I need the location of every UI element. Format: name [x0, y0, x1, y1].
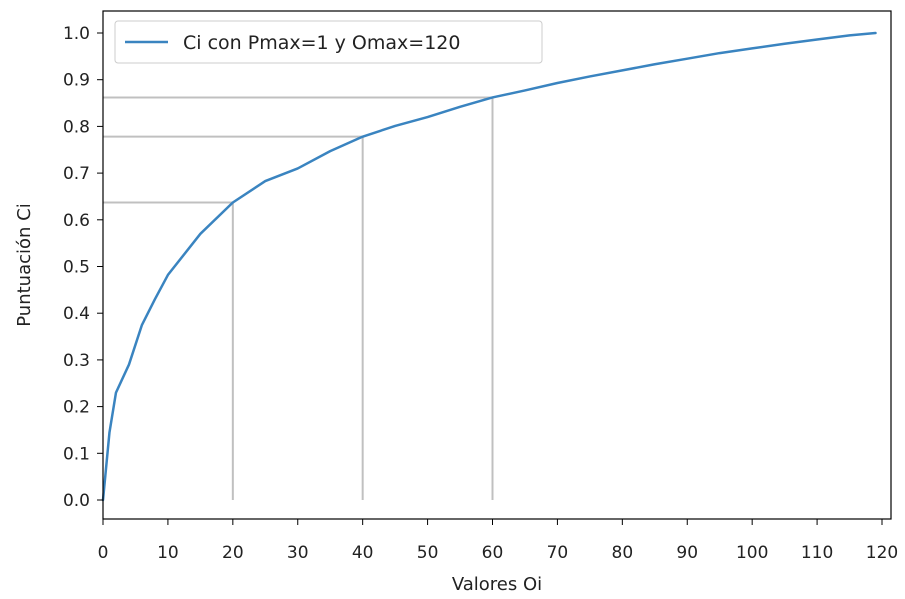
- y-tick-label: 0.9: [63, 71, 90, 91]
- y-tick-label: 0.6: [63, 211, 90, 231]
- x-tick-label: 60: [482, 543, 504, 563]
- x-tick-label: 80: [612, 543, 634, 563]
- y-tick-label: 0.1: [63, 444, 90, 464]
- y-tick-label: 0.5: [63, 258, 90, 278]
- x-tick-label: 0: [98, 543, 109, 563]
- y-axis: 0.0 0.1 0.2 0.3 0.4 0.5 0.6 0.7 0.8 0.9 1.0: [63, 24, 103, 511]
- y-tick-label: 0.0: [63, 491, 90, 511]
- y-tick-label: 0.2: [63, 398, 90, 418]
- series-line-0: [101, 31, 877, 502]
- x-tick-label: 110: [801, 543, 833, 563]
- y-tick-label: 1.0: [63, 24, 90, 44]
- x-tick-label: 50: [417, 543, 439, 563]
- x-tick-label: 100: [736, 543, 768, 563]
- y-tick-label: 0.7: [63, 164, 90, 184]
- x-tick-label: 10: [157, 543, 179, 563]
- plot-frame: [102, 10, 892, 520]
- x-axis-label: Valores Oi: [452, 574, 542, 595]
- x-axis: 0 10 20 30 40 50 60 70 80 90 100 110 120: [98, 519, 898, 563]
- y-tick-label: 0.8: [63, 117, 90, 137]
- x-tick-label: 90: [676, 543, 698, 563]
- x-tick-label: 70: [547, 543, 569, 563]
- x-tick-label: 30: [287, 543, 309, 563]
- y-tick-label: 0.3: [63, 351, 90, 371]
- y-axis-label: Puntuación Ci: [14, 203, 35, 326]
- x-tick-label: 120: [866, 543, 898, 563]
- x-tick-label: 40: [352, 543, 374, 563]
- legend-label: Ci con Pmax=1 y Omax=120: [183, 32, 460, 54]
- series-layer: [101, 31, 877, 502]
- y-tick-label: 0.4: [63, 304, 90, 324]
- x-tick-label: 20: [222, 543, 244, 563]
- legend-box: [114, 20, 543, 64]
- reference-lines: [103, 96, 494, 500]
- legend: Ci con Pmax=1 y Omax=120: [114, 20, 543, 64]
